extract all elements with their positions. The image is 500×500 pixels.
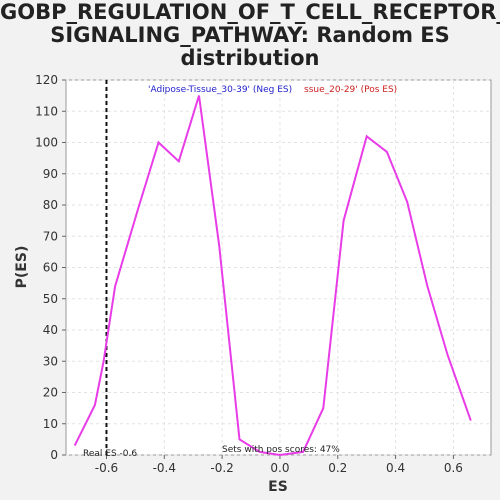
x-tick-label: 0.2: [328, 461, 347, 475]
y-tick-label: 120: [35, 73, 58, 87]
x-tick-label: 0.4: [386, 461, 405, 475]
legend-neg-label: 'Adipose-Tissue_30-39' (Neg ES): [148, 85, 292, 95]
series-line: [73, 95, 472, 457]
chart-title-line-3: distribution: [180, 46, 320, 70]
real-es-label: Real ES -0.6: [83, 449, 137, 459]
chart-title-line-1: GOBP_REGULATION_OF_T_CELL_RECEPTOR_: [0, 0, 500, 24]
x-axis-label: ES: [268, 479, 288, 495]
x-axis-ticks: -0.6 -0.4 -0.2 0.0 0.2 0.4 0.6: [95, 455, 463, 475]
y-tick-label: 10: [43, 417, 58, 431]
y-axis-ticks: 0 10 20 30 40 50 60 70 80 90 100 110 120: [35, 73, 66, 462]
y-tick-label: 90: [43, 167, 58, 181]
x-tick-label: -0.2: [210, 461, 233, 475]
y-tick-label: 40: [43, 323, 58, 337]
x-tick-label: 0.6: [444, 461, 463, 475]
y-tick-label: 100: [35, 136, 58, 150]
y-axis-label: P(ES): [14, 246, 30, 289]
legend-pos-label: ssue_20-29' (Pos ES): [304, 85, 397, 95]
chart-title: GOBP_REGULATION_OF_T_CELL_RECEPTOR_ SIGN…: [0, 1, 500, 70]
y-tick-label: 70: [43, 229, 58, 243]
x-tick-label: 0.0: [270, 461, 289, 475]
y-tick-label: 30: [43, 354, 58, 368]
y-tick-label: 60: [43, 261, 58, 275]
pos-scores-annotation: Sets with pos scores: 47%: [222, 445, 340, 455]
grid-lines: [66, 79, 491, 456]
y-tick-label: 80: [43, 198, 58, 212]
y-tick-label: 110: [35, 104, 58, 118]
x-tick-label: -0.6: [95, 461, 118, 475]
y-tick-label: 20: [43, 386, 58, 400]
y-tick-label: 0: [50, 448, 58, 462]
y-tick-label: 50: [43, 292, 58, 306]
chart-title-line-2: SIGNALING_PATHWAY: Random ES: [50, 23, 450, 47]
x-tick-label: -0.4: [153, 461, 176, 475]
